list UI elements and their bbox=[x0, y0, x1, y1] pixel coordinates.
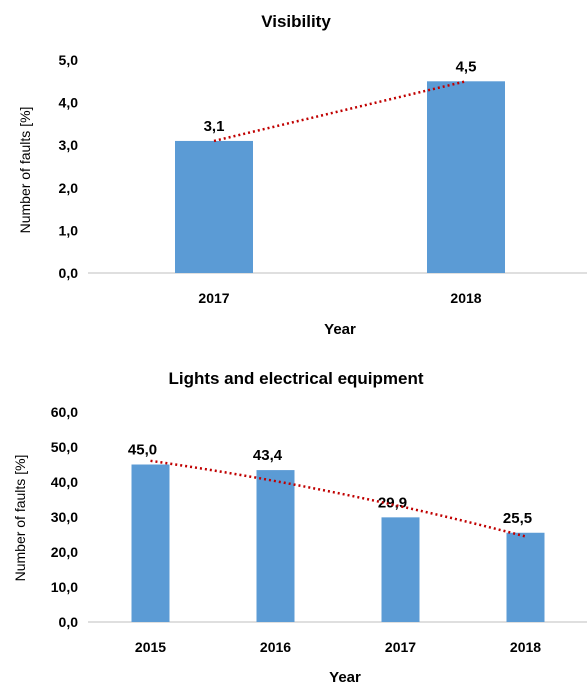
chart1-y-tick-label: 1,0 bbox=[59, 222, 79, 238]
chart2-title: Lights and electrical equipment bbox=[168, 369, 423, 388]
chart2-y-tick-label: 20,0 bbox=[51, 544, 78, 560]
chart2-bar-2016 bbox=[256, 470, 295, 622]
chart1-trendline bbox=[213, 80, 467, 143]
chart2-y-tick-label: 50,0 bbox=[51, 439, 78, 455]
chart2-y-axis-label: Number of faults [%] bbox=[12, 455, 28, 582]
chart2-data-label-2018: 25,5 bbox=[503, 510, 532, 527]
chart2-bar-2015 bbox=[131, 464, 170, 622]
chart1-y-tick-label: 4,0 bbox=[59, 95, 79, 111]
chart1-bar-2018 bbox=[427, 81, 505, 273]
chart2-x-axis-label: Year bbox=[329, 669, 361, 686]
chart1-y-tick-label: 2,0 bbox=[59, 180, 79, 196]
chart1-data-label-2017: 3,1 bbox=[204, 118, 225, 135]
chart1-y-tick-label: 0,0 bbox=[59, 265, 79, 281]
chart2-data-label-2017: 29,9 bbox=[378, 494, 407, 511]
chart2-bar-2018 bbox=[506, 532, 545, 622]
chart1-y-tick-label: 5,0 bbox=[59, 52, 79, 68]
chart2-bar-2017 bbox=[381, 517, 420, 622]
chart1-plot: 0,0 1,0 2,0 3,0 4,0 5,0 3,1 2017 4,5 2018 bbox=[59, 52, 587, 306]
chart2-trendline bbox=[150, 459, 526, 538]
chart1-x-tick-label-2017: 2017 bbox=[198, 290, 229, 306]
chart2-x-tick-label-2018: 2018 bbox=[510, 639, 541, 655]
chart1-y-tick-label: 3,0 bbox=[59, 137, 79, 153]
chart2-y-tick-label: 0,0 bbox=[59, 614, 79, 630]
chart2-x-tick-label-2017: 2017 bbox=[385, 639, 416, 655]
chart1-x-axis-label: Year bbox=[324, 321, 356, 338]
chart2-y-tick-label: 40,0 bbox=[51, 474, 78, 490]
chart2-x-tick-label-2016: 2016 bbox=[260, 639, 291, 655]
chart2-y-tick-label: 30,0 bbox=[51, 509, 78, 525]
chart2-y-tick-label: 10,0 bbox=[51, 579, 78, 595]
chart2-plot: 0,0 10,0 20,0 30,0 40,0 50,0 60,0 45,0 2015 43,4 2… bbox=[51, 404, 587, 655]
chart1-title: Visibility bbox=[261, 12, 331, 31]
chart1-x-tick-label-2018: 2018 bbox=[450, 290, 481, 306]
chart2-data-label-2016: 43,4 bbox=[253, 447, 283, 464]
chart1-data-label-2018: 4,5 bbox=[456, 58, 477, 75]
chart1-y-axis-label: Number of faults [%] bbox=[17, 107, 33, 234]
chart2-x-tick-label-2015: 2015 bbox=[135, 639, 166, 655]
chart1-bar-2017 bbox=[175, 140, 253, 273]
chart2-y-tick-label: 60,0 bbox=[51, 404, 78, 420]
chart2-data-label-2015: 45,0 bbox=[128, 442, 157, 459]
